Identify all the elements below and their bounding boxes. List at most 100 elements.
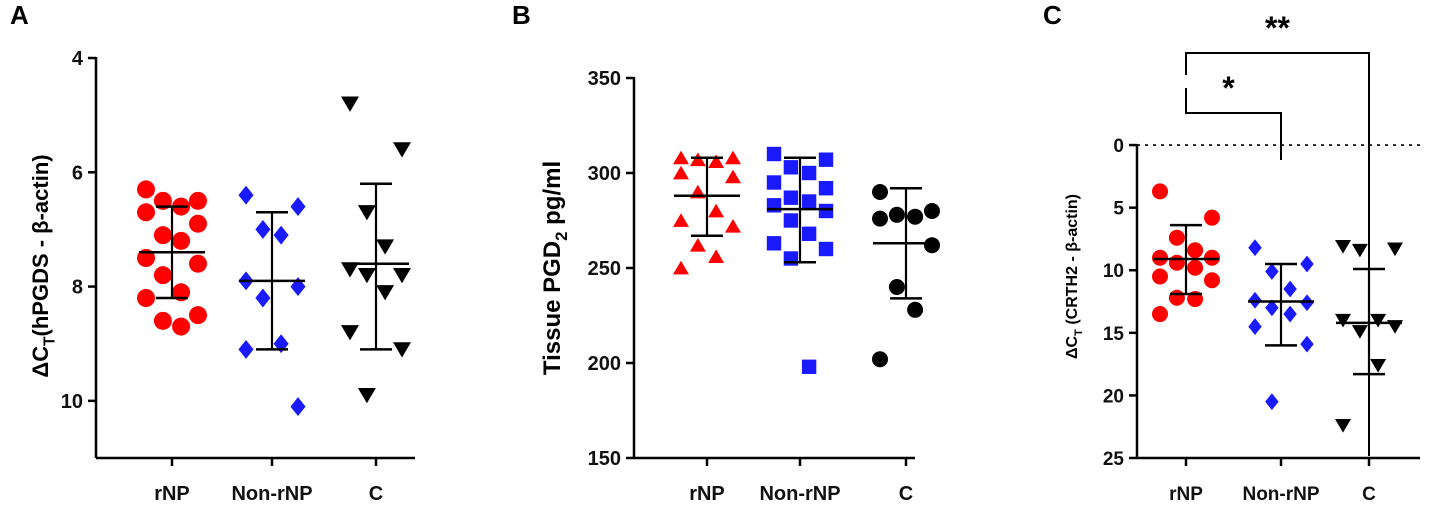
data-point [783, 190, 799, 205]
data-point [708, 203, 725, 218]
series-rnp [1152, 183, 1220, 323]
data-point [1351, 325, 1368, 339]
series-rnp [673, 150, 741, 275]
data-point [1248, 318, 1262, 335]
panel-letter: B [512, 0, 531, 30]
data-point [1335, 240, 1351, 254]
data-point [907, 208, 924, 225]
data-point [872, 184, 888, 200]
data-point [1168, 254, 1185, 271]
y-axis-label: Tissue PGD2 pg/ml [539, 161, 571, 375]
data-point [872, 210, 888, 227]
x-tick-label: rNP [1169, 484, 1203, 505]
y-tick-label: 250 [588, 258, 621, 280]
data-point [673, 213, 689, 227]
significance-label: * [1222, 70, 1235, 106]
x-tick-label: Non-rNP [1242, 484, 1319, 505]
significance-bracket [1185, 88, 1282, 160]
x-tick-label: rNP [689, 483, 725, 505]
y-tick-label: 6 [72, 162, 83, 184]
data-point [153, 266, 172, 285]
significance-label: ** [1265, 10, 1290, 46]
data-point [238, 339, 254, 359]
data-point [273, 225, 289, 245]
data-point [801, 359, 817, 374]
data-point [1265, 393, 1279, 411]
data-point [172, 231, 191, 250]
data-point [1335, 419, 1351, 433]
data-point [1370, 313, 1387, 328]
data-point [1204, 272, 1220, 289]
panel-letter: C [1043, 0, 1062, 30]
x-tick-label: C [899, 483, 913, 505]
data-point [1248, 239, 1262, 257]
data-point [766, 236, 782, 251]
data-point [725, 219, 741, 233]
data-point [1351, 243, 1368, 258]
data-point [725, 150, 741, 165]
data-point [393, 267, 411, 284]
data-point [708, 154, 725, 168]
y-axis-label: ΔCT(hPGDS - β-actin) [28, 154, 59, 377]
data-point [872, 351, 888, 368]
series-c [872, 184, 940, 368]
data-point [341, 262, 359, 278]
data-point [708, 249, 725, 263]
data-point [1168, 229, 1185, 246]
data-point [801, 165, 817, 181]
data-point [689, 238, 706, 252]
data-point [801, 194, 817, 209]
data-point [189, 191, 207, 210]
data-point [1152, 183, 1168, 200]
data-point [1187, 242, 1204, 259]
data-point [801, 226, 817, 241]
data-point [783, 213, 799, 228]
y-tick-label: 200 [588, 353, 621, 375]
data-point [1370, 358, 1387, 373]
series-c [341, 96, 411, 404]
data-point [357, 205, 376, 221]
data-point [255, 219, 271, 239]
data-point [1187, 259, 1204, 276]
data-point [290, 397, 306, 417]
data-point [1300, 335, 1314, 353]
data-point [1300, 255, 1314, 273]
data-point [888, 279, 905, 295]
y-tick-label: 10 [61, 391, 83, 413]
data-point [673, 150, 689, 165]
data-point [290, 197, 306, 217]
data-point [357, 387, 376, 404]
series-non-rnp [1248, 239, 1314, 411]
significance-bracket [1185, 52, 1370, 456]
data-point [1265, 299, 1279, 317]
data-point [818, 203, 834, 219]
data-point [1335, 313, 1351, 328]
data-point [137, 180, 155, 199]
chart-panel-a: A 4 6 8 10 rNP Non-rNP C ΔCT(hPGDS - β-actin) [10, 0, 415, 505]
data-point [153, 226, 172, 245]
data-point [766, 146, 782, 162]
y-tick-label: 20 [1103, 386, 1124, 407]
y-tick-label: 300 [588, 163, 621, 185]
data-point [689, 152, 706, 167]
x-tick-label: Non-rNP [231, 483, 312, 505]
chart-panel-b: B 150 200 250 300 350 rNP Non-rNP C Tissue PGD2 p… [512, 0, 940, 505]
data-point [673, 165, 689, 180]
data-point [341, 96, 359, 112]
data-point [818, 152, 834, 167]
y-axis-label: ΔCT (CRTH2 - β-actin) [1064, 194, 1085, 359]
data-point [189, 306, 207, 325]
data-point [1387, 242, 1403, 257]
x-tick-label: C [1362, 484, 1376, 505]
data-point [907, 301, 924, 318]
data-point [1152, 268, 1168, 285]
data-point [1248, 291, 1262, 309]
data-point [783, 160, 799, 175]
data-point [1152, 249, 1168, 266]
data-point [376, 239, 395, 255]
data-point [1204, 249, 1220, 266]
y-tick-label: 350 [588, 68, 621, 90]
data-point [393, 342, 411, 358]
data-point [1168, 289, 1185, 306]
data-point [189, 214, 207, 233]
